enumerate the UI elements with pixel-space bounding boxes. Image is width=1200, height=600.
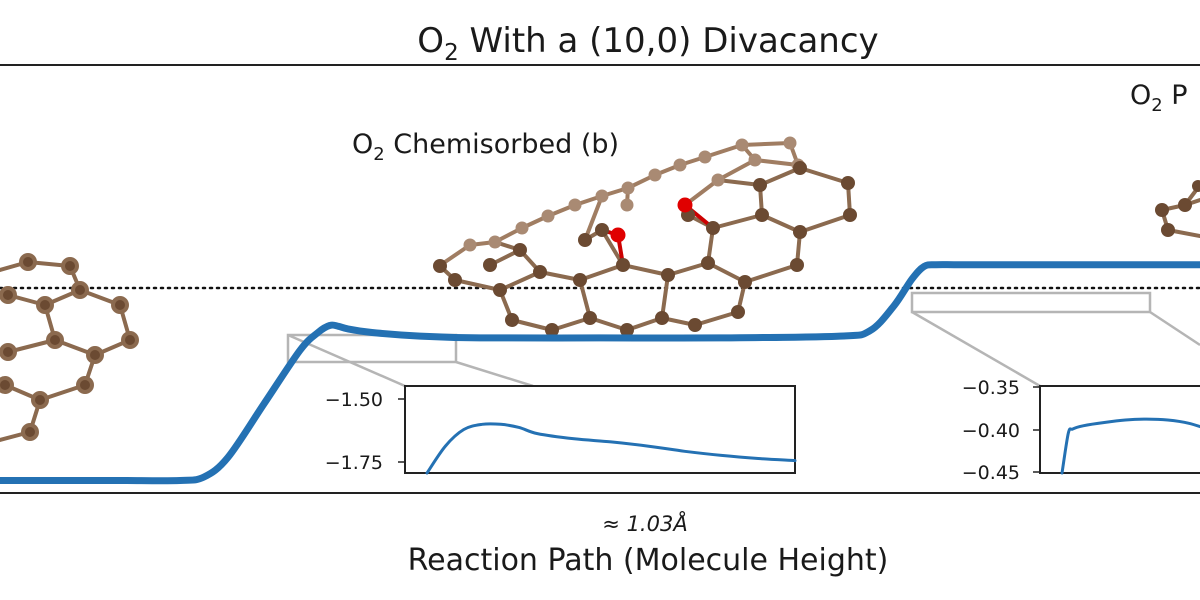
inset-left-frame xyxy=(404,385,796,474)
zoom-connector-right-a xyxy=(911,310,1041,388)
chart-title: O2 With a (10,0) Divacancy xyxy=(417,21,878,66)
molecule-structure-left xyxy=(0,253,139,442)
inset-right-frame xyxy=(1039,385,1200,474)
molecule-structure-center xyxy=(433,136,857,337)
zoom-box-right xyxy=(910,291,1152,314)
inset-left: −1.50 −1.75 xyxy=(325,385,797,475)
inset-right: −0.35 −0.40 −0.45 xyxy=(962,377,1200,484)
label-physisorbed: O2 P xyxy=(1130,80,1188,116)
inset-left-tick-label-1: −1.75 xyxy=(325,452,383,474)
molecule-structure-right xyxy=(1155,180,1200,238)
inset-left-series-line xyxy=(425,422,797,475)
x-annotation: ≈ 1.03Å xyxy=(602,510,687,536)
inset-right-tick-label-1: −0.40 xyxy=(962,420,1020,442)
inset-right-tick-label-0: −0.35 xyxy=(962,377,1020,399)
inset-left-tick-label-0: −1.50 xyxy=(325,389,383,411)
chart-title-rest: With a (10,0) Divacancy xyxy=(459,21,879,61)
chart-title-sub: 2 xyxy=(444,40,459,66)
zoom-connector-right-b xyxy=(1149,310,1200,347)
series-line-energy xyxy=(0,261,1200,485)
x-axis-label: Reaction Path (Molecule Height) xyxy=(408,543,889,578)
zoom-connector-left-b xyxy=(455,360,534,388)
inset-right-series-line xyxy=(1060,417,1200,475)
inset-right-tick-label-2: −0.45 xyxy=(962,462,1020,484)
label-chemisorbed: O2 Chemisorbed (b) xyxy=(352,129,619,165)
